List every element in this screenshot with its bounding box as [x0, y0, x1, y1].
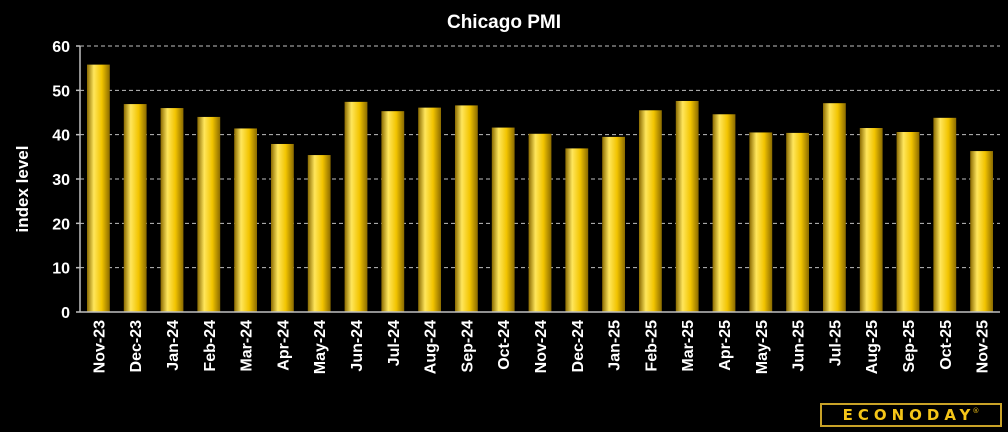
bar-feb-25 — [638, 110, 662, 313]
bar-jul-24 — [381, 111, 405, 312]
x-tick-label: Sep-24 — [459, 320, 476, 373]
y-tick-label: 50 — [52, 83, 70, 100]
bar-oct-25 — [933, 117, 957, 312]
x-tick-label: Jan-25 — [607, 320, 624, 371]
x-tick-label: May-25 — [754, 320, 771, 374]
axes — [76, 45, 1000, 313]
bar-mar-25 — [675, 100, 699, 313]
x-tick-label: Mar-25 — [680, 320, 697, 372]
bar-jun-25 — [786, 132, 810, 312]
gridlines — [80, 45, 1000, 269]
y-tick-label: 40 — [52, 128, 70, 145]
y-tick-label: 60 — [52, 39, 70, 56]
x-tick-label: Mar-24 — [239, 320, 256, 372]
y-axis-label: index level — [13, 146, 32, 233]
y-tick-label: 10 — [52, 261, 70, 278]
bar-jan-25 — [602, 136, 626, 312]
bar-dec-23 — [123, 104, 147, 313]
bar-apr-24 — [270, 143, 294, 312]
bar-sep-25 — [896, 132, 920, 312]
bar-oct-24 — [491, 127, 515, 312]
x-tick-label: Jul-24 — [386, 320, 403, 366]
bar-jan-24 — [160, 108, 184, 312]
x-tick-labels: Nov-23 Dec-23 Jan-24 Feb-24 Mar-24 Apr-24 May-… — [91, 320, 991, 374]
bar-sep-24 — [454, 105, 478, 312]
x-tick-label: Nov-24 — [533, 320, 550, 373]
y-tick-labels: 0 10 20 30 40 50 60 — [52, 39, 70, 322]
bar-nov-24 — [528, 133, 552, 312]
x-tick-label: Aug-25 — [864, 320, 881, 374]
bar-mar-24 — [234, 128, 258, 312]
bars — [86, 64, 994, 313]
x-tick-label: Apr-25 — [717, 320, 734, 371]
x-tick-label: Sep-25 — [901, 320, 918, 373]
y-tick-label: 0 — [61, 305, 70, 322]
x-tick-label: Jun-25 — [791, 320, 808, 372]
x-tick-label: Jan-24 — [165, 320, 182, 371]
x-tick-label: Nov-23 — [91, 320, 108, 373]
bar-jul-25 — [822, 103, 846, 312]
x-tick-label: Jun-24 — [349, 320, 366, 372]
x-tick-label: Oct-25 — [938, 320, 955, 370]
y-tick-label: 20 — [52, 216, 70, 233]
x-tick-label: Jul-25 — [827, 320, 844, 366]
bar-may-25 — [749, 132, 773, 312]
y-tick-label: 30 — [52, 172, 70, 189]
bar-aug-24 — [418, 107, 442, 312]
bar-apr-25 — [712, 114, 736, 312]
x-tick-label: May-24 — [312, 320, 329, 374]
x-tick-label: Dec-24 — [570, 320, 587, 373]
bar-may-24 — [307, 155, 331, 312]
logo-registered-mark: ® — [972, 407, 980, 415]
logo-text: ECONODAY — [842, 406, 976, 424]
x-tick-label: Feb-25 — [643, 320, 660, 372]
x-tick-label: Feb-24 — [202, 320, 219, 372]
x-tick-label: Aug-24 — [423, 320, 440, 374]
bar-jun-24 — [344, 101, 368, 312]
chart-title: Chicago PMI — [447, 12, 561, 33]
bar-feb-24 — [197, 116, 221, 312]
bar-nov-25 — [970, 151, 994, 312]
bar-aug-25 — [859, 128, 883, 312]
bar-dec-24 — [565, 148, 589, 312]
x-tick-label: Dec-23 — [128, 320, 145, 373]
x-tick-label: Nov-25 — [975, 320, 992, 373]
x-tick-label: Oct-24 — [496, 320, 513, 370]
x-tick-label: Apr-24 — [275, 320, 292, 371]
econoday-logo: ECONODAY ® — [820, 403, 1002, 427]
bar-nov-23 — [86, 64, 110, 313]
